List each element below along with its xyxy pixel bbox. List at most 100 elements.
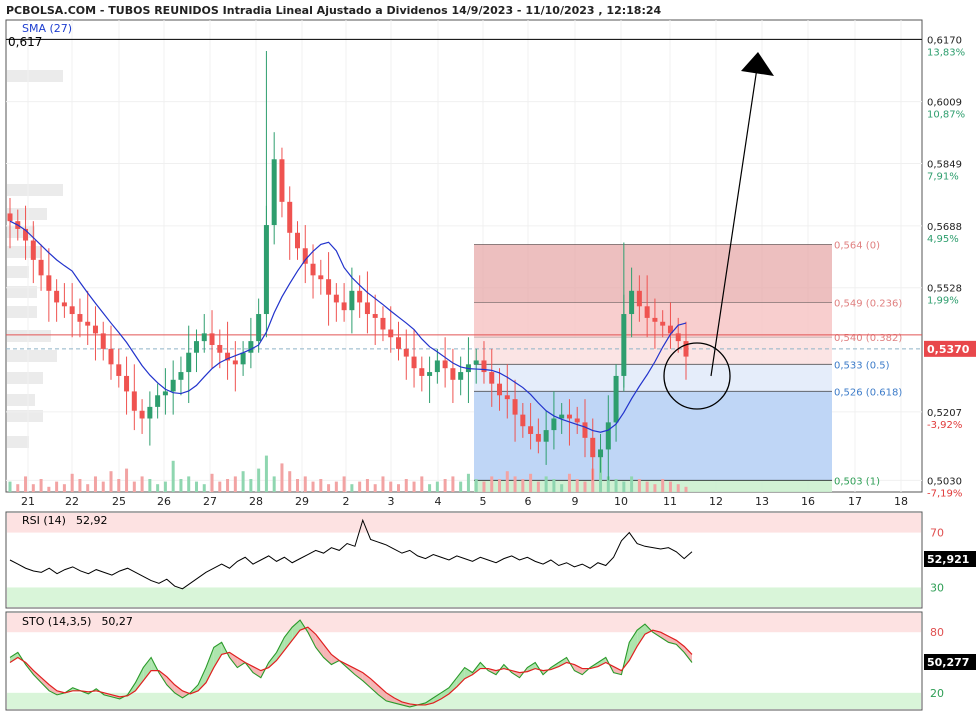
fib-level-label: 0,503 (1) bbox=[834, 476, 880, 487]
candle-body bbox=[54, 290, 60, 303]
volume-profile-bar bbox=[7, 436, 29, 448]
volume-bar bbox=[117, 479, 121, 492]
sto-fill-segment bbox=[637, 624, 645, 647]
rsi-last-badge bbox=[924, 551, 976, 567]
candle-body bbox=[147, 406, 153, 419]
volume-bar bbox=[498, 479, 502, 492]
y-tick-price: 0,5528 bbox=[927, 284, 962, 295]
volume-bar bbox=[24, 476, 28, 492]
candle-body bbox=[473, 360, 479, 365]
sto-fill-segment bbox=[10, 652, 18, 663]
y-tick-percent: -7,19% bbox=[927, 488, 962, 499]
volume-bar bbox=[31, 484, 35, 492]
fib-zone-5-618 bbox=[474, 364, 832, 392]
candle-body bbox=[489, 372, 495, 384]
volume-bar bbox=[132, 481, 136, 492]
volume-bar bbox=[8, 481, 12, 492]
volume-bar bbox=[194, 481, 198, 492]
x-tick-label: 17 bbox=[848, 495, 862, 508]
y-tick-percent: 4,95% bbox=[927, 234, 959, 245]
volume-bar bbox=[575, 479, 579, 492]
volume-profile-bar bbox=[7, 266, 29, 278]
candle-body bbox=[660, 321, 666, 326]
candle-body bbox=[613, 375, 619, 423]
volume-bar bbox=[241, 471, 245, 492]
fib-zone-below-1 bbox=[474, 480, 832, 492]
volume-bar bbox=[397, 484, 401, 492]
y-tick-price: 0,6170 bbox=[927, 35, 962, 46]
y-tick-price: 0,5207 bbox=[927, 408, 962, 419]
candle-body bbox=[155, 395, 161, 407]
volume-bar bbox=[342, 476, 346, 492]
volume-bar bbox=[505, 471, 509, 492]
sma-legend-label: SMA (27) bbox=[22, 22, 73, 35]
candle-body bbox=[574, 418, 580, 423]
sto-fill-segment bbox=[237, 657, 246, 668]
candle-body bbox=[535, 433, 541, 442]
sto-fill-segment bbox=[143, 657, 152, 681]
candle-body bbox=[248, 341, 254, 353]
rsi-title: RSI (14) bbox=[22, 514, 66, 527]
volume-bar bbox=[47, 486, 51, 492]
volume-bar bbox=[420, 476, 424, 492]
fib-zone-382-5 bbox=[474, 337, 832, 365]
candle-body bbox=[566, 414, 572, 419]
volume-bar bbox=[62, 484, 66, 492]
sto-level-80-label: 80 bbox=[930, 626, 944, 639]
volume-profile-bar bbox=[7, 350, 57, 362]
x-tick-label: 3 bbox=[388, 495, 395, 508]
candle-body bbox=[551, 418, 557, 431]
last-price-label: 0,5370 bbox=[927, 343, 970, 356]
last-price-badge bbox=[924, 340, 976, 357]
sma-line bbox=[9, 220, 687, 433]
volume-bar bbox=[16, 484, 20, 492]
candle-body bbox=[675, 333, 681, 342]
volume-bar bbox=[233, 476, 237, 492]
volume-bar bbox=[614, 479, 618, 492]
y-tick-price: 0,6009 bbox=[927, 98, 962, 109]
candle-body bbox=[341, 302, 347, 311]
volume-bar bbox=[202, 484, 206, 492]
candle-body bbox=[644, 306, 650, 318]
volume-bar bbox=[513, 476, 517, 492]
x-tick-label: 26 bbox=[157, 495, 171, 508]
candle-body bbox=[108, 348, 114, 365]
volume-bar bbox=[536, 481, 540, 492]
sto-fill-segment bbox=[362, 672, 371, 688]
volume-bar bbox=[78, 479, 82, 492]
candle-body bbox=[186, 352, 192, 373]
volume-bar bbox=[93, 476, 97, 492]
candle-body bbox=[217, 344, 223, 353]
volume-bar bbox=[428, 484, 432, 492]
candle-body bbox=[69, 306, 75, 315]
candle-body bbox=[85, 321, 91, 326]
candle-body bbox=[318, 275, 324, 280]
volume-profile-bar bbox=[7, 286, 37, 298]
volume-bar bbox=[257, 468, 261, 492]
candle-body bbox=[481, 360, 487, 373]
candle-body bbox=[201, 333, 207, 342]
sto-fill-segment bbox=[166, 676, 175, 693]
candle-body bbox=[225, 352, 231, 361]
volume-bar bbox=[583, 481, 587, 492]
volume-bar bbox=[109, 471, 113, 492]
sto-fill-segment bbox=[386, 692, 395, 703]
candle-body bbox=[7, 213, 13, 222]
volume-bar bbox=[226, 479, 230, 492]
rsi-oversold-zone bbox=[7, 587, 921, 607]
fib-zone-618-1 bbox=[474, 391, 832, 481]
sto-fill-segment bbox=[276, 637, 285, 661]
volume-bar bbox=[272, 476, 276, 492]
candle-body bbox=[629, 290, 635, 315]
candle-body bbox=[178, 372, 184, 380]
volume-bar bbox=[39, 479, 43, 492]
volume-bar bbox=[412, 481, 416, 492]
volume-bar bbox=[140, 476, 144, 492]
y-tick-price: 0,5849 bbox=[927, 160, 962, 171]
sto-fill-segment bbox=[41, 677, 50, 691]
candle-body bbox=[333, 294, 339, 303]
candle-body bbox=[100, 333, 106, 349]
sto-fill-segment bbox=[676, 640, 685, 653]
candle-body bbox=[652, 317, 658, 322]
y-tick-percent: -3,92% bbox=[927, 420, 962, 431]
